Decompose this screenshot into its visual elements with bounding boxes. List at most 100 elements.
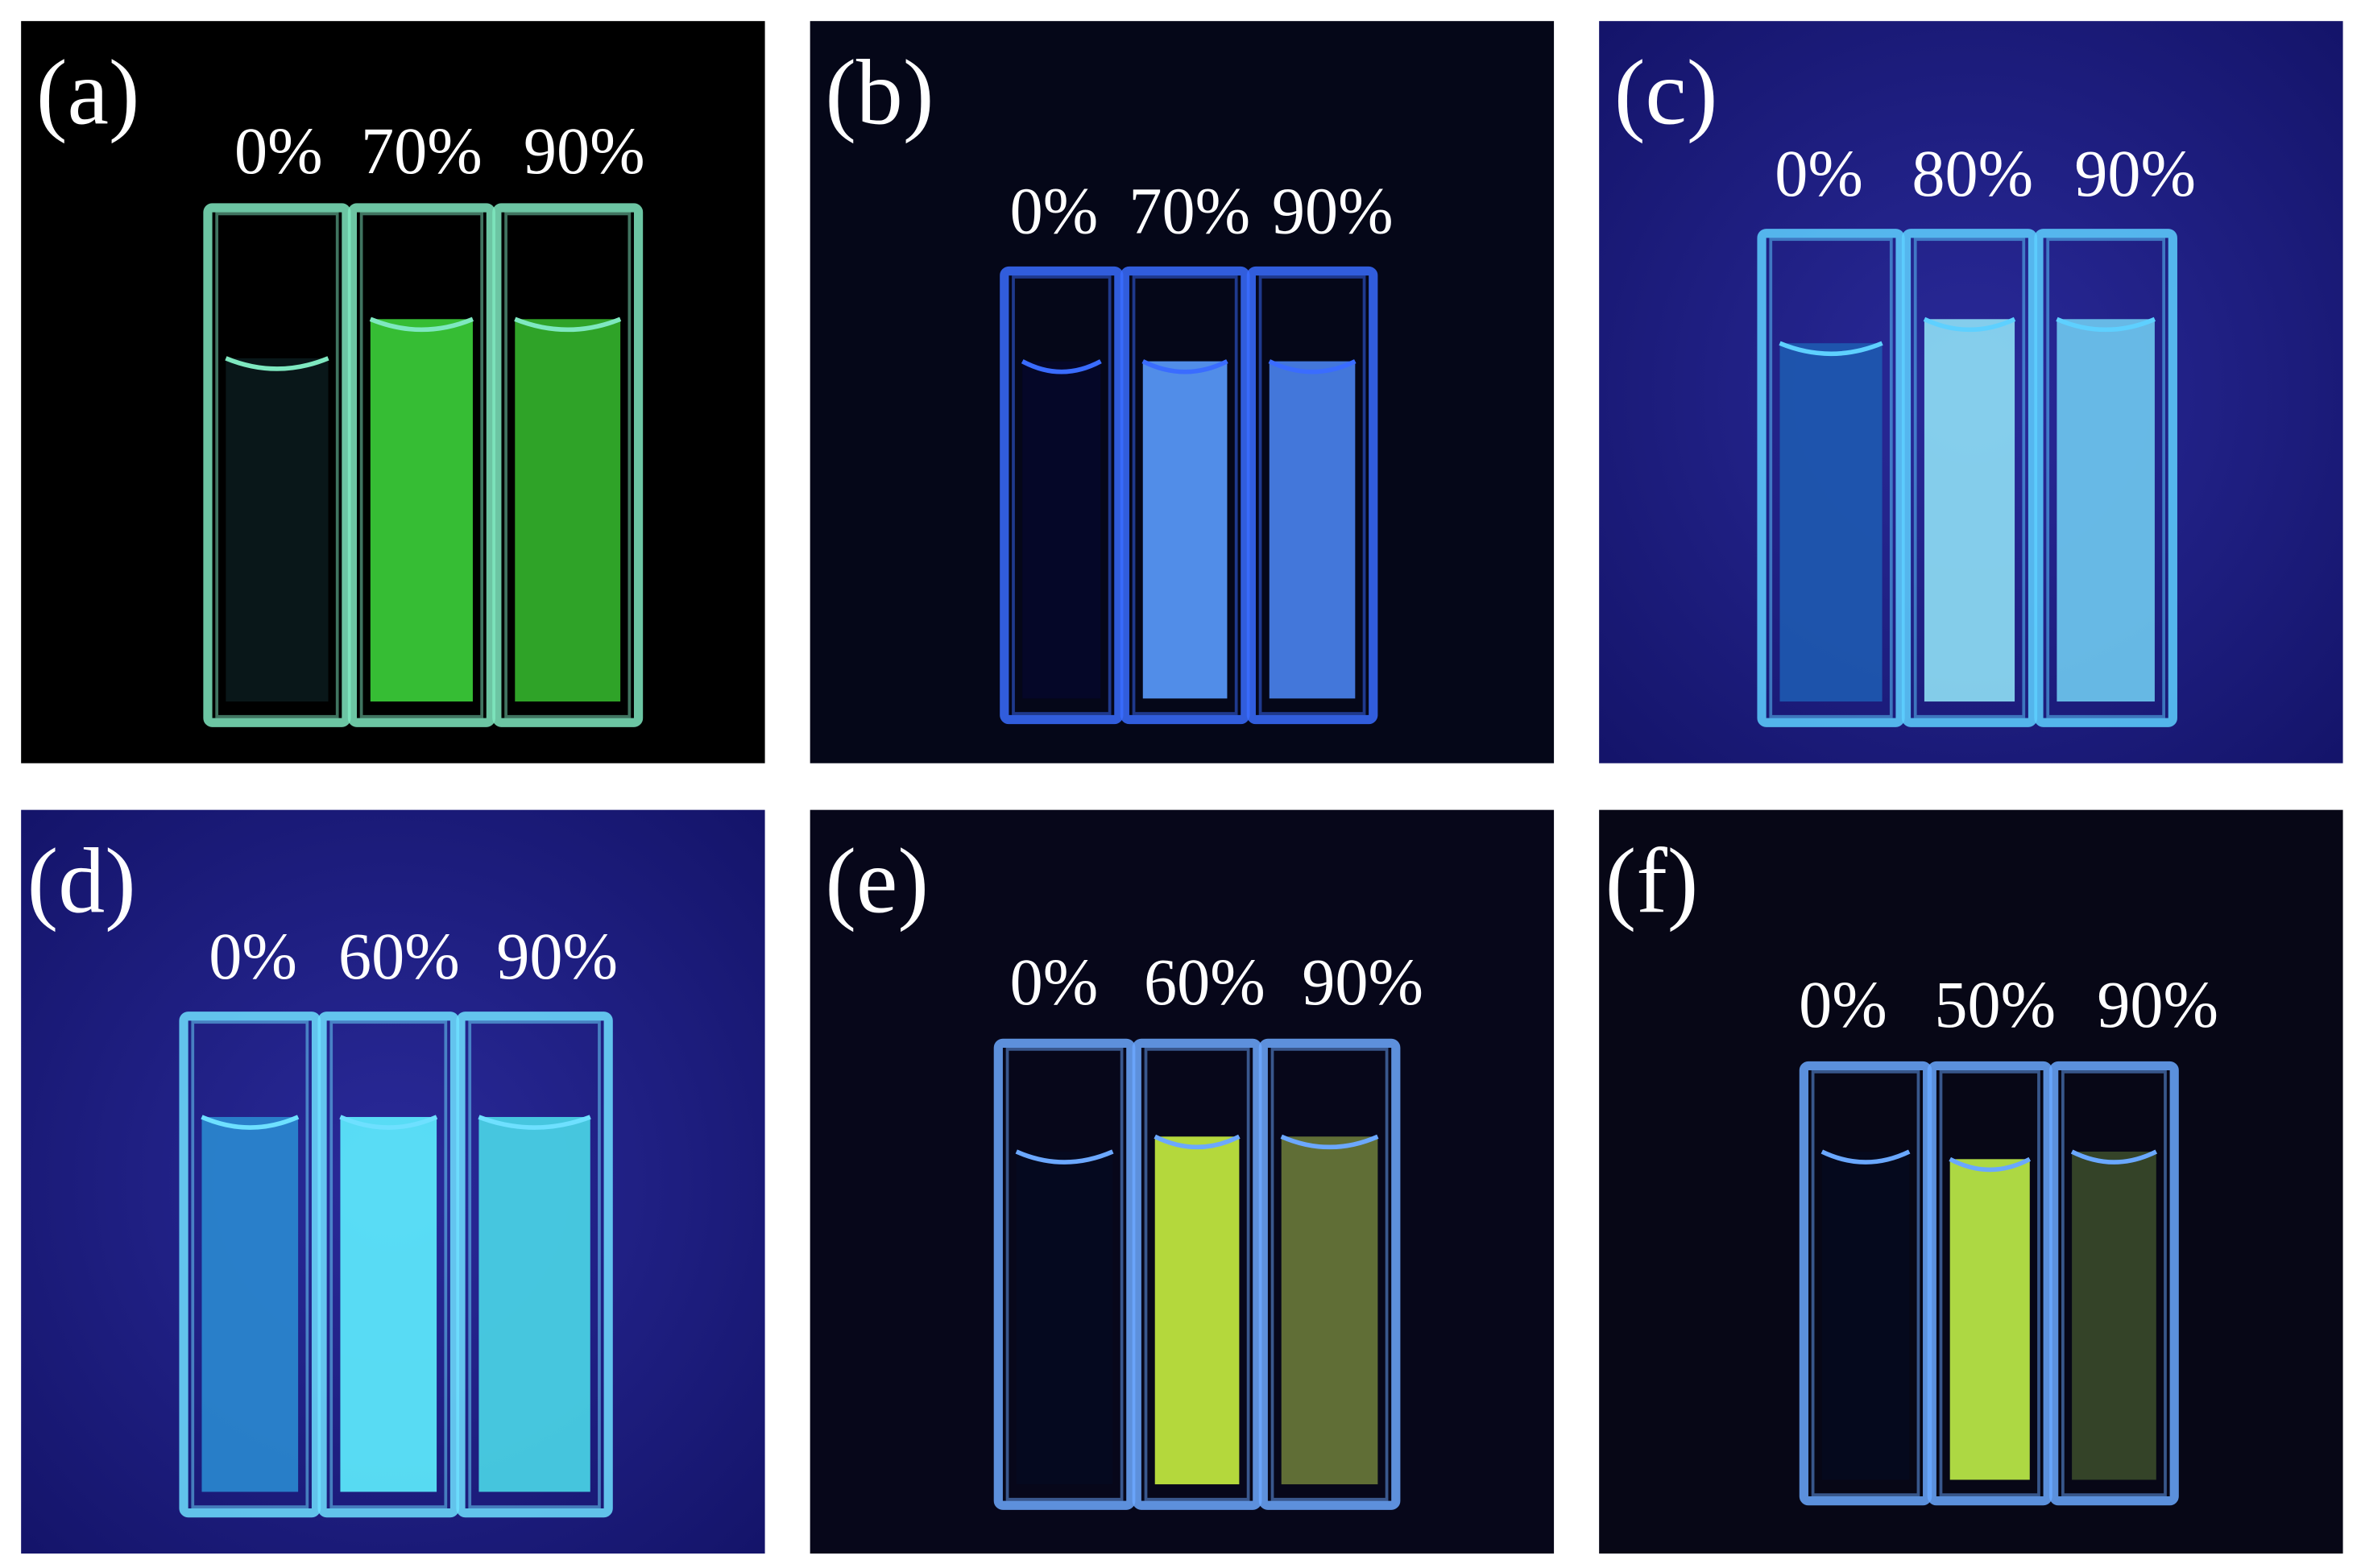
meniscus bbox=[1021, 359, 1102, 374]
solution bbox=[1269, 361, 1356, 699]
cuvette bbox=[179, 1012, 321, 1518]
solution bbox=[1016, 1151, 1113, 1485]
solution bbox=[1779, 343, 1883, 702]
tube-label: 60% bbox=[338, 920, 460, 993]
tube-label: 60% bbox=[1144, 945, 1265, 1019]
cuvette-wall bbox=[191, 1020, 309, 1508]
cuvette bbox=[347, 203, 495, 727]
tube-label: 0% bbox=[1010, 945, 1099, 1019]
tube-label: 90% bbox=[1272, 175, 1394, 248]
meniscus bbox=[339, 1115, 438, 1130]
panel: 0% 60% 90% (e) bbox=[810, 809, 1555, 1554]
cuvette-wall bbox=[1132, 275, 1238, 715]
meniscus bbox=[1015, 1149, 1114, 1165]
cuvette-wall bbox=[1270, 1047, 1389, 1501]
cuvette bbox=[1132, 1038, 1262, 1510]
panel-label: (f) bbox=[1605, 830, 1699, 933]
solution bbox=[370, 319, 473, 702]
panel: 0% 60% 90% (d) bbox=[21, 809, 765, 1554]
meniscus bbox=[1820, 1149, 1911, 1165]
cuvette-wall bbox=[359, 212, 484, 718]
cuvette-wall bbox=[1144, 1047, 1250, 1501]
meniscus bbox=[1779, 341, 1883, 357]
tube-label: 90% bbox=[2097, 968, 2218, 1041]
cuvette bbox=[1258, 1038, 1401, 1510]
meniscus bbox=[1923, 316, 2016, 333]
cuvette-wall bbox=[1913, 238, 2026, 718]
tube-label: 70% bbox=[1129, 175, 1250, 248]
cuvette-wall bbox=[1769, 238, 1893, 718]
meniscus bbox=[1141, 359, 1228, 374]
tube-label: 90% bbox=[524, 114, 645, 188]
solution bbox=[1142, 361, 1228, 699]
solution bbox=[226, 358, 329, 702]
tube-label: 0% bbox=[1010, 175, 1099, 248]
solution bbox=[478, 1116, 590, 1492]
tube-label: 90% bbox=[1302, 945, 1423, 1019]
meniscus bbox=[2056, 316, 2156, 333]
cuvette bbox=[1901, 229, 2038, 727]
cuvette-wall bbox=[329, 1020, 448, 1508]
cuvette-wall bbox=[215, 212, 339, 718]
cuvette bbox=[1120, 266, 1250, 725]
meniscus bbox=[1268, 359, 1357, 374]
cuvette-wall bbox=[1258, 275, 1366, 715]
meniscus bbox=[1154, 1134, 1241, 1150]
cuvette bbox=[1000, 266, 1124, 725]
cuvette-wall bbox=[2046, 238, 2165, 718]
panel: 0% 70% 90% (b) bbox=[810, 21, 1555, 763]
cuvette-wall bbox=[504, 212, 632, 718]
solution bbox=[1949, 1159, 2030, 1480]
cuvette bbox=[317, 1012, 460, 1518]
tube-label: 0% bbox=[1799, 968, 1887, 1041]
cuvette bbox=[1246, 266, 1378, 725]
panel: 0% 50% 90% (f) bbox=[1599, 809, 2343, 1554]
cuvette-wall bbox=[1811, 1070, 1920, 1497]
panel: 0% 80% 90% (c) bbox=[1599, 21, 2343, 763]
meniscus bbox=[514, 316, 622, 333]
tube-label: 0% bbox=[209, 920, 297, 993]
cuvette bbox=[993, 1038, 1136, 1510]
cuvette bbox=[456, 1012, 613, 1518]
meniscus bbox=[478, 1115, 591, 1130]
meniscus bbox=[225, 356, 329, 371]
tube-label: 50% bbox=[1934, 968, 2056, 1041]
solution bbox=[1821, 1151, 1910, 1480]
panel-label: (b) bbox=[825, 41, 934, 144]
meniscus bbox=[201, 1115, 300, 1130]
tube-label: 0% bbox=[1775, 137, 1863, 210]
tube-label: 90% bbox=[496, 920, 618, 993]
panel-label: (c) bbox=[1614, 41, 1718, 144]
meniscus bbox=[1280, 1134, 1379, 1150]
solution bbox=[2057, 319, 2155, 702]
panel-label: (d) bbox=[27, 830, 136, 933]
panel-label: (e) bbox=[825, 830, 929, 933]
solution bbox=[2072, 1151, 2156, 1480]
panel: 0% 70% 90% (a) bbox=[21, 21, 765, 763]
cuvette-wall bbox=[2061, 1070, 2167, 1497]
tube-label: 0% bbox=[234, 114, 323, 188]
cuvette bbox=[203, 203, 351, 727]
cuvette-wall bbox=[1012, 275, 1112, 715]
meniscus bbox=[1949, 1156, 2032, 1173]
cuvette bbox=[2034, 229, 2177, 727]
panel-label: (a) bbox=[36, 41, 140, 144]
cuvette bbox=[1927, 1061, 2052, 1506]
solution bbox=[1022, 361, 1101, 699]
solution bbox=[1924, 319, 2015, 702]
meniscus bbox=[369, 316, 474, 333]
tube-label: 80% bbox=[1912, 137, 2033, 210]
cuvette bbox=[2049, 1061, 2179, 1506]
tube-label: 70% bbox=[361, 114, 483, 188]
solution bbox=[340, 1116, 437, 1492]
cuvette bbox=[1757, 229, 1905, 727]
solution bbox=[201, 1116, 299, 1492]
cuvette-wall bbox=[1939, 1070, 2040, 1497]
cuvette-wall bbox=[468, 1020, 601, 1508]
cuvette bbox=[492, 203, 644, 727]
solution bbox=[515, 319, 621, 702]
cuvette-wall bbox=[1005, 1047, 1124, 1501]
solution bbox=[1154, 1136, 1240, 1485]
meniscus bbox=[2070, 1149, 2158, 1165]
